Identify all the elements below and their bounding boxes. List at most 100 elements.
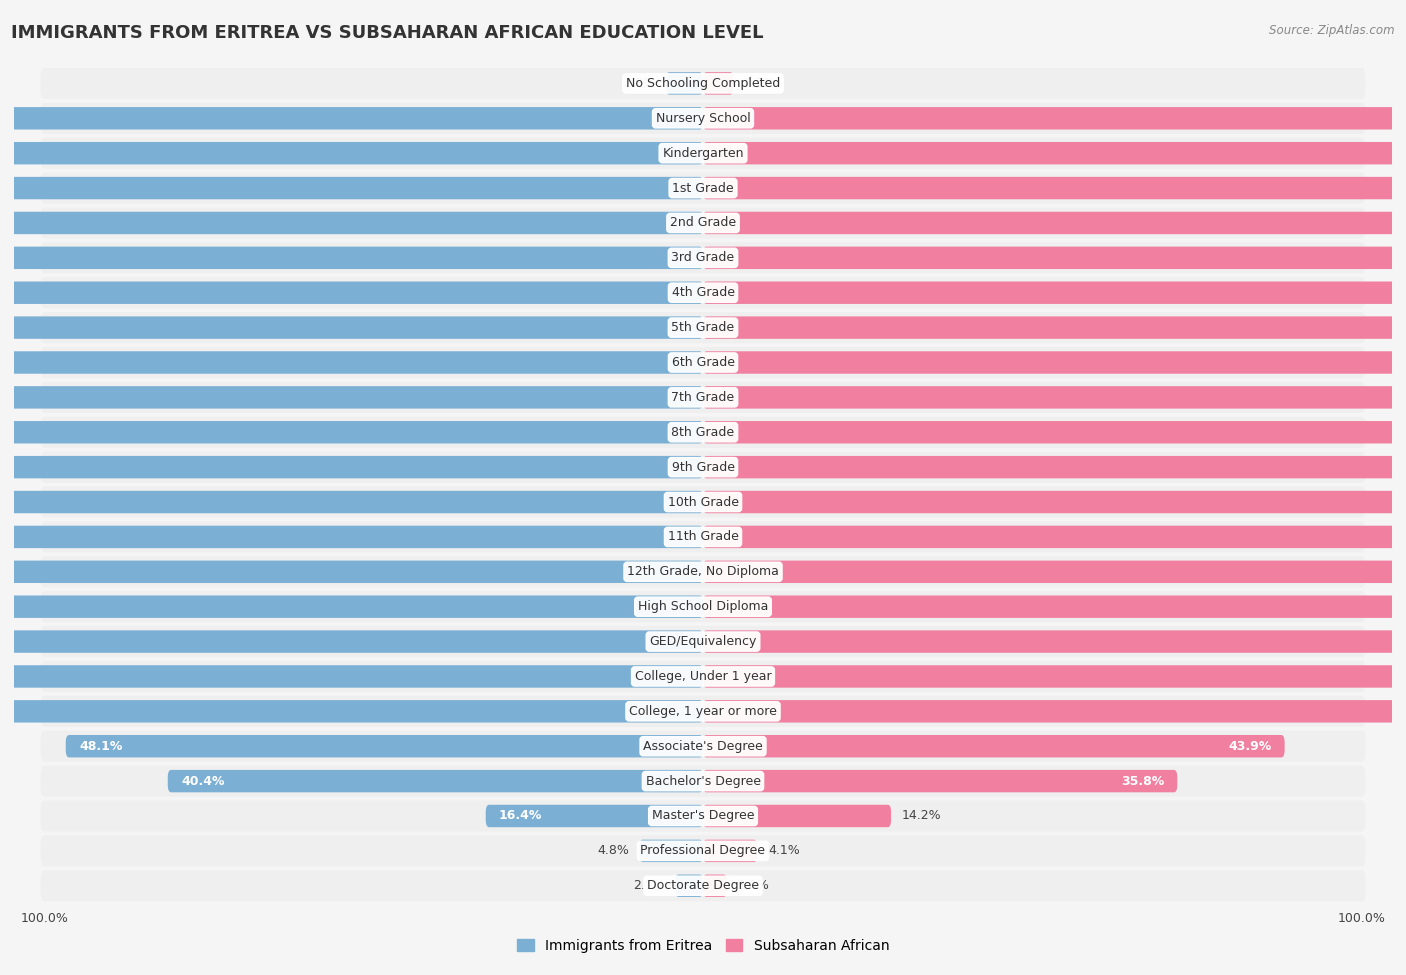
FancyBboxPatch shape: [41, 765, 1365, 797]
FancyBboxPatch shape: [41, 416, 1365, 448]
FancyBboxPatch shape: [0, 596, 703, 618]
Text: 16.4%: 16.4%: [499, 809, 543, 823]
Text: 10th Grade: 10th Grade: [668, 495, 738, 509]
FancyBboxPatch shape: [41, 696, 1365, 727]
FancyBboxPatch shape: [703, 490, 1406, 513]
FancyBboxPatch shape: [41, 242, 1365, 273]
FancyBboxPatch shape: [675, 875, 703, 897]
FancyBboxPatch shape: [703, 317, 1406, 339]
Text: Master's Degree: Master's Degree: [652, 809, 754, 823]
Text: 4.8%: 4.8%: [598, 844, 628, 857]
FancyBboxPatch shape: [0, 317, 703, 339]
Text: 1.8%: 1.8%: [738, 879, 769, 892]
Text: Bachelor's Degree: Bachelor's Degree: [645, 774, 761, 788]
FancyBboxPatch shape: [703, 839, 758, 862]
FancyBboxPatch shape: [0, 107, 703, 130]
Text: 35.8%: 35.8%: [1121, 774, 1164, 788]
FancyBboxPatch shape: [0, 490, 703, 513]
FancyBboxPatch shape: [703, 72, 734, 95]
FancyBboxPatch shape: [703, 107, 1406, 130]
FancyBboxPatch shape: [0, 282, 703, 304]
FancyBboxPatch shape: [41, 173, 1365, 204]
Text: 4.1%: 4.1%: [768, 844, 800, 857]
FancyBboxPatch shape: [41, 102, 1365, 134]
FancyBboxPatch shape: [0, 142, 703, 165]
Text: 2.1%: 2.1%: [633, 879, 665, 892]
FancyBboxPatch shape: [66, 735, 703, 758]
FancyBboxPatch shape: [41, 382, 1365, 413]
FancyBboxPatch shape: [666, 72, 703, 95]
Text: GED/Equivalency: GED/Equivalency: [650, 635, 756, 648]
Text: 9th Grade: 9th Grade: [672, 460, 734, 474]
Text: 48.1%: 48.1%: [79, 740, 122, 753]
FancyBboxPatch shape: [0, 456, 703, 479]
FancyBboxPatch shape: [41, 870, 1365, 901]
Text: Kindergarten: Kindergarten: [662, 146, 744, 160]
Text: 14.2%: 14.2%: [901, 809, 942, 823]
Text: IMMIGRANTS FROM ERITREA VS SUBSAHARAN AFRICAN EDUCATION LEVEL: IMMIGRANTS FROM ERITREA VS SUBSAHARAN AF…: [11, 24, 763, 42]
FancyBboxPatch shape: [41, 137, 1365, 169]
Text: Source: ZipAtlas.com: Source: ZipAtlas.com: [1270, 24, 1395, 37]
Text: Associate's Degree: Associate's Degree: [643, 740, 763, 753]
Legend: Immigrants from Eritrea, Subsaharan African: Immigrants from Eritrea, Subsaharan Afri…: [512, 933, 894, 958]
Text: 4th Grade: 4th Grade: [672, 287, 734, 299]
Text: Professional Degree: Professional Degree: [641, 844, 765, 857]
FancyBboxPatch shape: [703, 176, 1406, 199]
FancyBboxPatch shape: [41, 800, 1365, 832]
Text: 100.0%: 100.0%: [21, 912, 69, 925]
FancyBboxPatch shape: [0, 526, 703, 548]
FancyBboxPatch shape: [41, 661, 1365, 692]
FancyBboxPatch shape: [41, 347, 1365, 378]
Text: 1st Grade: 1st Grade: [672, 181, 734, 195]
FancyBboxPatch shape: [167, 770, 703, 793]
FancyBboxPatch shape: [41, 836, 1365, 867]
Text: 7th Grade: 7th Grade: [672, 391, 734, 404]
FancyBboxPatch shape: [0, 421, 703, 444]
Text: 2.8%: 2.8%: [623, 77, 655, 90]
Text: 11th Grade: 11th Grade: [668, 530, 738, 543]
FancyBboxPatch shape: [0, 561, 703, 583]
Text: High School Diploma: High School Diploma: [638, 601, 768, 613]
FancyBboxPatch shape: [0, 700, 703, 722]
FancyBboxPatch shape: [485, 804, 703, 827]
FancyBboxPatch shape: [0, 351, 703, 373]
Text: 2nd Grade: 2nd Grade: [669, 216, 737, 229]
FancyBboxPatch shape: [703, 247, 1406, 269]
FancyBboxPatch shape: [41, 68, 1365, 99]
FancyBboxPatch shape: [0, 386, 703, 409]
Text: 2.3%: 2.3%: [744, 77, 776, 90]
FancyBboxPatch shape: [41, 626, 1365, 657]
FancyBboxPatch shape: [0, 665, 703, 687]
Text: College, 1 year or more: College, 1 year or more: [628, 705, 778, 718]
FancyBboxPatch shape: [0, 247, 703, 269]
FancyBboxPatch shape: [640, 839, 703, 862]
Text: 12th Grade, No Diploma: 12th Grade, No Diploma: [627, 566, 779, 578]
FancyBboxPatch shape: [41, 208, 1365, 239]
Text: 8th Grade: 8th Grade: [672, 426, 734, 439]
Text: 43.9%: 43.9%: [1227, 740, 1271, 753]
FancyBboxPatch shape: [703, 282, 1406, 304]
FancyBboxPatch shape: [41, 730, 1365, 761]
FancyBboxPatch shape: [703, 421, 1406, 444]
FancyBboxPatch shape: [703, 142, 1406, 165]
Text: No Schooling Completed: No Schooling Completed: [626, 77, 780, 90]
FancyBboxPatch shape: [41, 522, 1365, 553]
Text: 6th Grade: 6th Grade: [672, 356, 734, 369]
FancyBboxPatch shape: [703, 596, 1406, 618]
Text: Nursery School: Nursery School: [655, 112, 751, 125]
Text: 100.0%: 100.0%: [1337, 912, 1385, 925]
FancyBboxPatch shape: [703, 351, 1406, 373]
FancyBboxPatch shape: [703, 700, 1406, 722]
FancyBboxPatch shape: [41, 451, 1365, 483]
FancyBboxPatch shape: [703, 875, 727, 897]
FancyBboxPatch shape: [41, 556, 1365, 587]
FancyBboxPatch shape: [703, 804, 891, 827]
FancyBboxPatch shape: [703, 526, 1406, 548]
FancyBboxPatch shape: [703, 456, 1406, 479]
FancyBboxPatch shape: [703, 561, 1406, 583]
Text: 5th Grade: 5th Grade: [672, 321, 734, 334]
FancyBboxPatch shape: [703, 386, 1406, 409]
FancyBboxPatch shape: [41, 591, 1365, 622]
FancyBboxPatch shape: [703, 735, 1285, 758]
FancyBboxPatch shape: [41, 312, 1365, 343]
